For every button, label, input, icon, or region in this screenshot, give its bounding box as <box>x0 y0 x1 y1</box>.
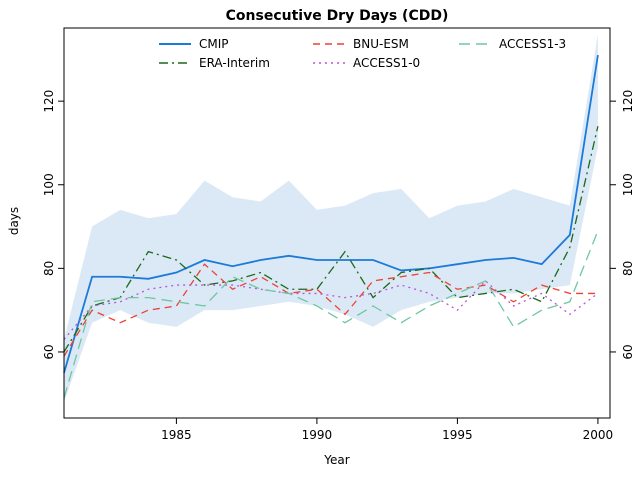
x-tick-label: 1990 <box>302 428 333 442</box>
x-tick-label: 2000 <box>583 428 614 442</box>
legend-item-access1-0: ACCESS1-0 <box>312 53 454 72</box>
y-tick-label-right: 120 <box>621 90 635 113</box>
y-tick-label-right: 80 <box>621 261 635 276</box>
y-tick-label-left: 60 <box>42 344 56 359</box>
series-line-access1-3 <box>63 230 599 399</box>
legend-label-cmip: CMIP <box>199 36 229 51</box>
series-line-era-interim <box>63 126 599 353</box>
cmip-uncertainty-band <box>64 34 598 403</box>
legend-line-sample-cmip <box>159 42 191 45</box>
legend-label-access1-0: ACCESS1-0 <box>353 55 421 70</box>
legend-item-access1-3: ACCESS1-3 <box>458 34 590 53</box>
legend-label-era-interim: ERA-Interim <box>199 55 270 70</box>
x-tick-label: 1995 <box>442 428 473 442</box>
y-tick-label-left: 100 <box>42 173 56 196</box>
series-line-bnu-esm <box>63 263 598 357</box>
legend-item-era-interim: ERA-Interim <box>158 53 308 72</box>
series-line-cmip <box>63 55 599 374</box>
legend-label-access1-3: ACCESS1-3 <box>499 36 567 51</box>
legend-line-sample-era-interim <box>159 61 191 64</box>
x-axis-label: Year <box>324 453 350 467</box>
legend-line-sample-bnu-esm <box>313 42 345 45</box>
y-tick-label-right: 100 <box>621 173 635 196</box>
legend: CMIP BNU-ESM ACCESS1-3 ERA-Interim ACCESS1-0 <box>158 34 590 72</box>
legend-line-sample-access1-0 <box>313 61 345 64</box>
y-axis-label: days <box>7 206 21 236</box>
legend-item-cmip: CMIP <box>158 34 308 53</box>
x-tick-label: 1985 <box>161 428 192 442</box>
y-tick-label-left: 80 <box>42 261 56 276</box>
chart-title: Consecutive Dry Days (CDD) <box>225 8 449 24</box>
plot-border <box>63 27 611 419</box>
legend-line-sample-access1-3 <box>459 42 491 45</box>
legend-item-bnu-esm: BNU-ESM <box>312 34 454 53</box>
legend-label-bnu-esm: BNU-ESM <box>353 36 409 51</box>
series-line-access1-0 <box>63 279 599 340</box>
y-tick-label-right: 60 <box>621 344 635 359</box>
y-tick-label-left: 120 <box>42 90 56 113</box>
